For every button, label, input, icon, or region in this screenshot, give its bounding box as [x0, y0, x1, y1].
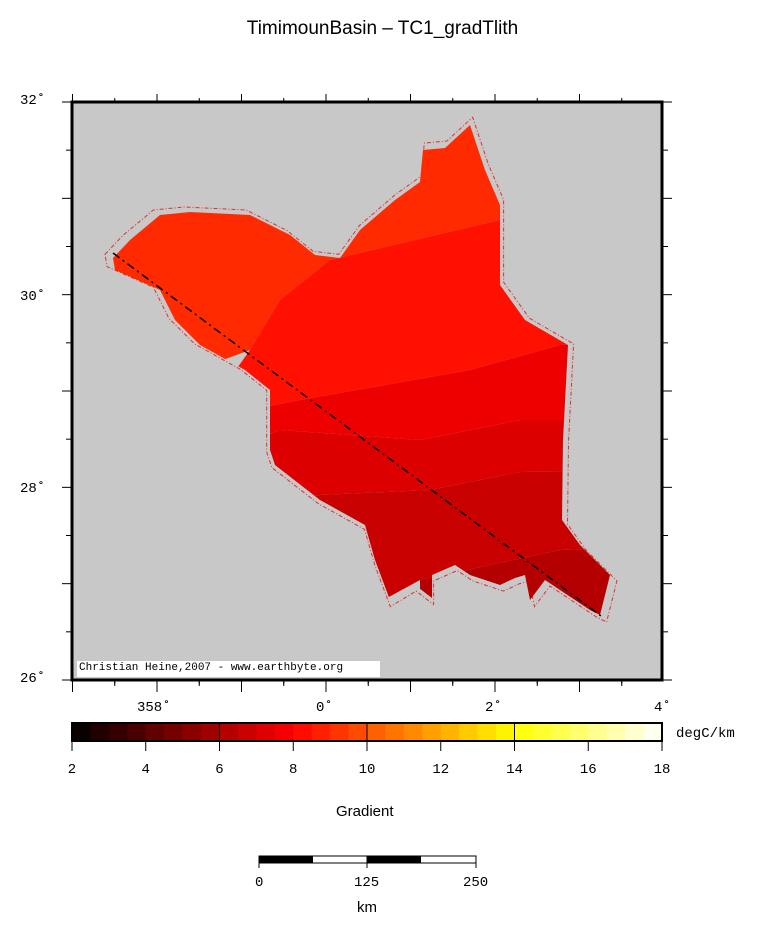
colorbar-swatch	[90, 723, 110, 741]
colorbar-swatch	[385, 723, 405, 741]
colorbar-unit: degC/km	[676, 726, 735, 742]
colorbar-label: Gradient	[336, 803, 394, 820]
colorbar-swatch	[348, 723, 368, 741]
colorbar-tick-label: 18	[653, 762, 671, 778]
scale-unit: km	[357, 899, 377, 916]
colorbar-swatch	[477, 723, 497, 741]
colorbar-swatch	[440, 723, 460, 741]
lon-label: 2˚	[485, 700, 502, 716]
colorbar-tick-label: 10	[358, 762, 376, 778]
scale-bar	[258, 855, 477, 868]
lat-label: 30˚	[20, 289, 46, 305]
scale-label: 0	[255, 875, 264, 891]
lat-label: 32˚	[20, 93, 46, 109]
lon-label: 0˚	[316, 700, 333, 716]
colorbar-swatch	[72, 723, 91, 741]
credit-box	[77, 661, 380, 677]
colorbar-swatch	[588, 723, 608, 741]
colorbar-swatch	[625, 723, 645, 741]
colorbar-swatch	[164, 723, 184, 741]
lat-label: 28˚	[20, 481, 46, 497]
map-title: TimimounBasin – TC1_gradTlith	[246, 18, 519, 39]
colorbar-tick-label: 4	[141, 762, 150, 778]
colorbar-tick-label: 2	[67, 762, 77, 778]
colorbar-swatch	[330, 723, 350, 741]
scale-label: 125	[354, 875, 380, 891]
colorbar-swatch	[367, 723, 386, 741]
colorbar-swatch	[606, 723, 626, 741]
colorbar-swatch	[293, 723, 313, 741]
colorbar-tick-label: 12	[432, 762, 450, 778]
colorbar-swatch	[496, 723, 515, 741]
colorbar-swatch	[422, 723, 442, 741]
colorbar-swatch	[127, 723, 147, 741]
colorbar-swatch	[569, 723, 589, 741]
colorbar-swatch	[551, 723, 571, 741]
colorbar-swatch	[643, 723, 663, 741]
profile-line	[112, 252, 602, 617]
colorbar-swatch	[274, 723, 294, 741]
colorbar-swatch	[459, 723, 479, 741]
colorbar-tick-label: 16	[579, 762, 597, 778]
lon-label: 358˚	[137, 700, 171, 716]
axis-ticks	[62, 94, 672, 692]
colorbar-tick-label: 14	[506, 762, 523, 778]
colorbar-swatch	[311, 723, 331, 741]
colorbar-swatch	[219, 723, 239, 741]
basin-outline	[104, 116, 618, 623]
colorbar-swatch	[532, 723, 552, 741]
lon-label: 4˚	[654, 700, 671, 716]
colorbar	[71, 722, 663, 751]
credit-text: Christian Heine,2007 - www.earthbyte.org	[79, 662, 344, 674]
colorbar-swatch	[201, 723, 220, 741]
colorbar-tick-label: 6	[215, 762, 224, 778]
colorbar-swatch	[108, 723, 128, 741]
colorbar-swatch	[514, 723, 534, 741]
colorbar-tick-label: 8	[289, 762, 298, 778]
colorbar-swatch	[403, 723, 423, 741]
colorbar-swatch	[237, 723, 257, 741]
scale-label: 250	[463, 875, 489, 891]
colorbar-swatch	[182, 723, 202, 741]
lat-label: 26˚	[20, 671, 46, 687]
colorbar-swatch	[256, 723, 276, 741]
colorbar-swatch	[145, 723, 165, 741]
